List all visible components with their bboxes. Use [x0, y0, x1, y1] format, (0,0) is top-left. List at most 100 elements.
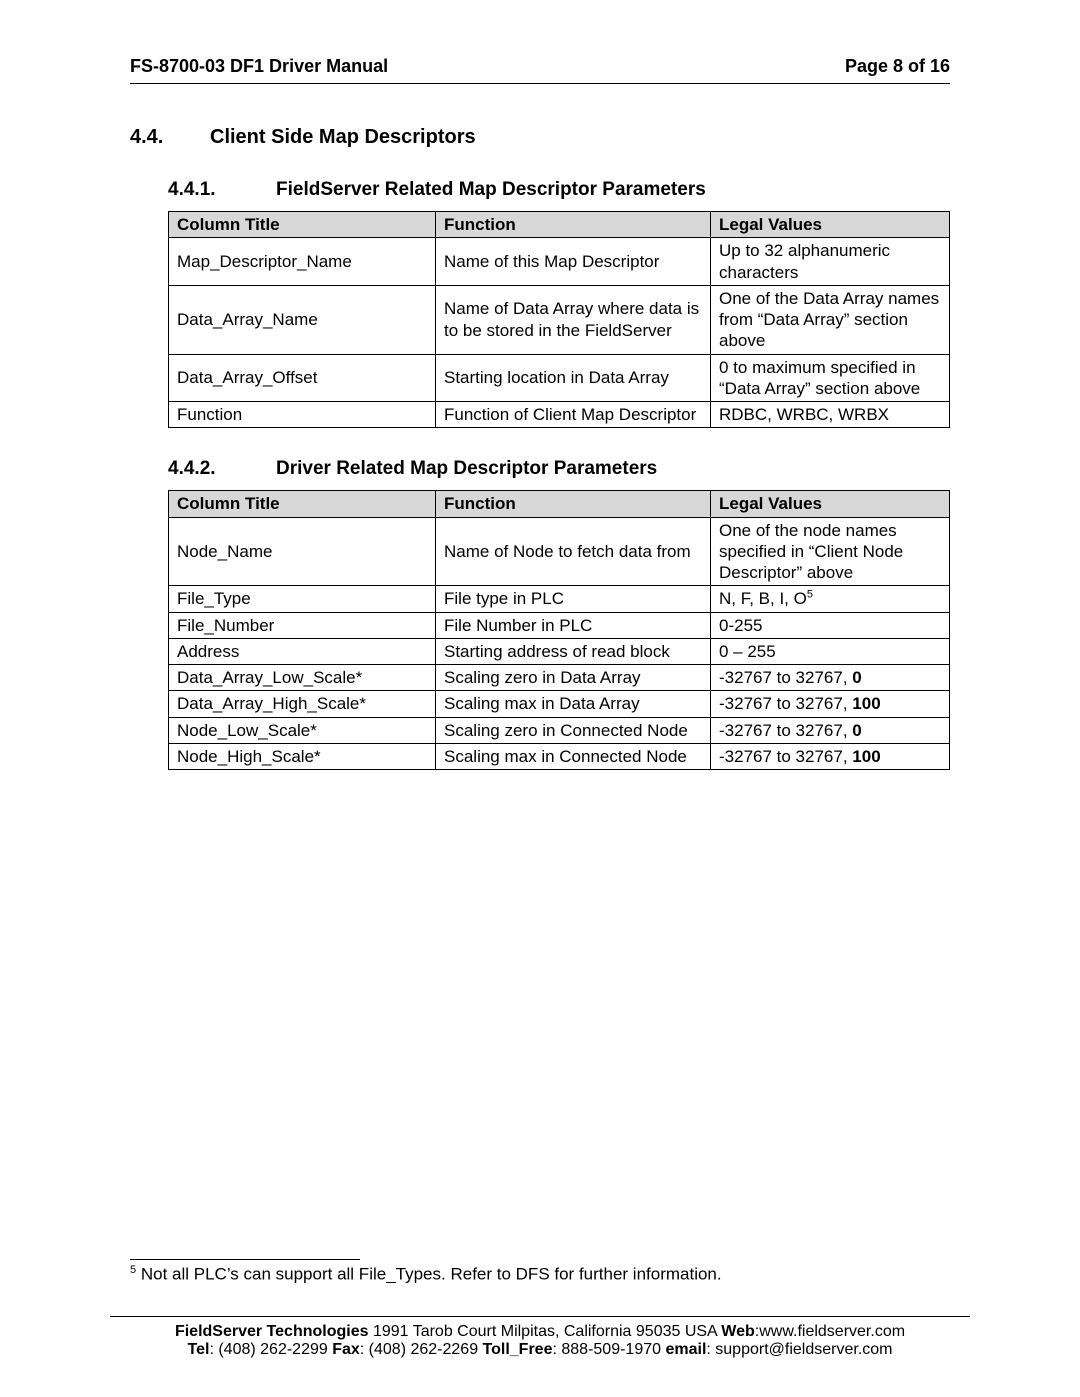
subsection-2-title: Driver Related Map Descriptor Parameters	[276, 458, 657, 480]
table-row: Data_Array_Low_Scale* Scaling zero in Da…	[169, 665, 950, 691]
table-row: File_Number File Number in PLC 0-255	[169, 612, 950, 638]
table-header-row: Column Title Function Legal Values	[169, 212, 950, 238]
table-cell: Name of this Map Descriptor	[436, 238, 711, 286]
footnote-text: Not all PLC’s can support all File_Types…	[136, 1265, 722, 1284]
table-header: Function	[436, 212, 711, 238]
table-header: Legal Values	[711, 491, 950, 517]
footnote: 5 Not all PLC’s can support all File_Typ…	[130, 1264, 950, 1285]
table-cell: One of the Data Array names from “Data A…	[711, 285, 950, 354]
table-cell: Data_Array_Name	[169, 285, 436, 354]
section-heading: 4.4. Client Side Map Descriptors	[130, 126, 950, 149]
cell-bold: 100	[852, 747, 880, 766]
subsection-1-number: 4.4.1.	[168, 179, 276, 201]
footer-line-1: FieldServer Technologies 1991 Tarob Cour…	[110, 1323, 970, 1341]
table-cell: Address	[169, 638, 436, 664]
table-row: Address Starting address of read block 0…	[169, 638, 950, 664]
table-row: Data_Array_Offset Starting location in D…	[169, 354, 950, 402]
table-row: Function Function of Client Map Descript…	[169, 402, 950, 428]
footnote-ref: 5	[807, 589, 813, 601]
subsection-2-number: 4.4.2.	[168, 458, 276, 480]
table-cell: Scaling max in Data Array	[436, 691, 711, 717]
table-header-row: Column Title Function Legal Values	[169, 491, 950, 517]
table-cell: Starting location in Data Array	[436, 354, 711, 402]
cell-pre: -32767 to 32767,	[719, 694, 852, 713]
table-row: Map_Descriptor_Name Name of this Map Des…	[169, 238, 950, 286]
footer-line-2: Tel: (408) 262-2299 Fax: (408) 262-2269 …	[110, 1341, 970, 1359]
footer-address: 1991 Tarob Court Milpitas, California 95…	[369, 1323, 722, 1340]
table-header: Legal Values	[711, 212, 950, 238]
table-cell: Name of Node to fetch data from	[436, 517, 711, 586]
table-cell: One of the node names specified in “Clie…	[711, 517, 950, 586]
footer-tollfree-label: Toll_Free	[483, 1341, 553, 1358]
table-cell: Data_Array_Low_Scale*	[169, 665, 436, 691]
cell-bold: 0	[852, 721, 861, 740]
footnote-block: 5 Not all PLC’s can support all File_Typ…	[130, 1259, 950, 1285]
table-cell: Node_High_Scale*	[169, 743, 436, 769]
cell-pre: N, F, B, I, O	[719, 589, 807, 608]
footer-tollfree-value: : 888-509-1970	[552, 1341, 665, 1358]
footer-company: FieldServer Technologies	[175, 1323, 369, 1340]
table-row: Data_Array_Name Name of Data Array where…	[169, 285, 950, 354]
table-cell: Scaling zero in Connected Node	[436, 717, 711, 743]
footer-fax-value: : (408) 262-2269	[360, 1341, 483, 1358]
footer-tel-label: Tel	[188, 1341, 210, 1358]
header-rule	[130, 83, 950, 84]
table-cell: N, F, B, I, O5	[711, 586, 950, 612]
header-right: Page 8 of 16	[845, 56, 950, 77]
cell-pre: -32767 to 32767,	[719, 668, 852, 687]
table-cell: Starting address of read block	[436, 638, 711, 664]
footer-email-value: : support@fieldserver.com	[706, 1341, 892, 1358]
cell-bold: 0	[852, 668, 861, 687]
table-row: Data_Array_High_Scale* Scaling max in Da…	[169, 691, 950, 717]
section-number: 4.4.	[130, 126, 210, 149]
table-cell: -32767 to 32767, 0	[711, 717, 950, 743]
table-driver-params: Column Title Function Legal Values Node_…	[168, 490, 950, 770]
footer-web-label: Web	[721, 1323, 754, 1340]
table-cell: -32767 to 32767, 100	[711, 743, 950, 769]
footer-web-value: :www.fieldserver.com	[755, 1323, 905, 1340]
table-cell: Name of Data Array where data is to be s…	[436, 285, 711, 354]
page: FS-8700-03 DF1 Driver Manual Page 8 of 1…	[0, 0, 1080, 1397]
table-row: File_Type File type in PLC N, F, B, I, O…	[169, 586, 950, 612]
table-cell: File_Type	[169, 586, 436, 612]
table-cell: Scaling zero in Data Array	[436, 665, 711, 691]
table-cell: File Number in PLC	[436, 612, 711, 638]
cell-bold: 100	[852, 694, 880, 713]
table-cell: RDBC, WRBC, WRBX	[711, 402, 950, 428]
table-header: Column Title	[169, 212, 436, 238]
subsection-1-title: FieldServer Related Map Descriptor Param…	[276, 179, 706, 201]
table-cell: Scaling max in Connected Node	[436, 743, 711, 769]
table-cell: Function	[169, 402, 436, 428]
table-header: Column Title	[169, 491, 436, 517]
table-cell: Node_Name	[169, 517, 436, 586]
table-cell: 0-255	[711, 612, 950, 638]
header-left: FS-8700-03 DF1 Driver Manual	[130, 56, 388, 77]
cell-pre: -32767 to 32767,	[719, 747, 852, 766]
footer-email-label: email	[665, 1341, 706, 1358]
table-cell: -32767 to 32767, 0	[711, 665, 950, 691]
footer-fax-label: Fax	[332, 1341, 360, 1358]
subsection-1-heading: 4.4.1. FieldServer Related Map Descripto…	[168, 179, 950, 201]
table-cell: Map_Descriptor_Name	[169, 238, 436, 286]
table-cell: File type in PLC	[436, 586, 711, 612]
table-cell: File_Number	[169, 612, 436, 638]
table-cell: 0 to maximum specified in “Data Array” s…	[711, 354, 950, 402]
footer-tel-value: : (408) 262-2299	[209, 1341, 332, 1358]
cell-pre: -32767 to 32767,	[719, 721, 852, 740]
table-cell: -32767 to 32767, 100	[711, 691, 950, 717]
table-row: Node_High_Scale* Scaling max in Connecte…	[169, 743, 950, 769]
footer-rule	[110, 1316, 970, 1317]
footnote-rule	[130, 1259, 360, 1260]
page-footer: FieldServer Technologies 1991 Tarob Cour…	[110, 1316, 970, 1359]
table-cell: Function of Client Map Descriptor	[436, 402, 711, 428]
table-fieldserver-params: Column Title Function Legal Values Map_D…	[168, 211, 950, 428]
table-row: Node_Name Name of Node to fetch data fro…	[169, 517, 950, 586]
section-title: Client Side Map Descriptors	[210, 126, 476, 149]
table-cell: Data_Array_High_Scale*	[169, 691, 436, 717]
table-cell: Node_Low_Scale*	[169, 717, 436, 743]
table-cell: 0 – 255	[711, 638, 950, 664]
page-header: FS-8700-03 DF1 Driver Manual Page 8 of 1…	[130, 56, 950, 77]
table-cell: Data_Array_Offset	[169, 354, 436, 402]
table-header: Function	[436, 491, 711, 517]
table-row: Node_Low_Scale* Scaling zero in Connecte…	[169, 717, 950, 743]
